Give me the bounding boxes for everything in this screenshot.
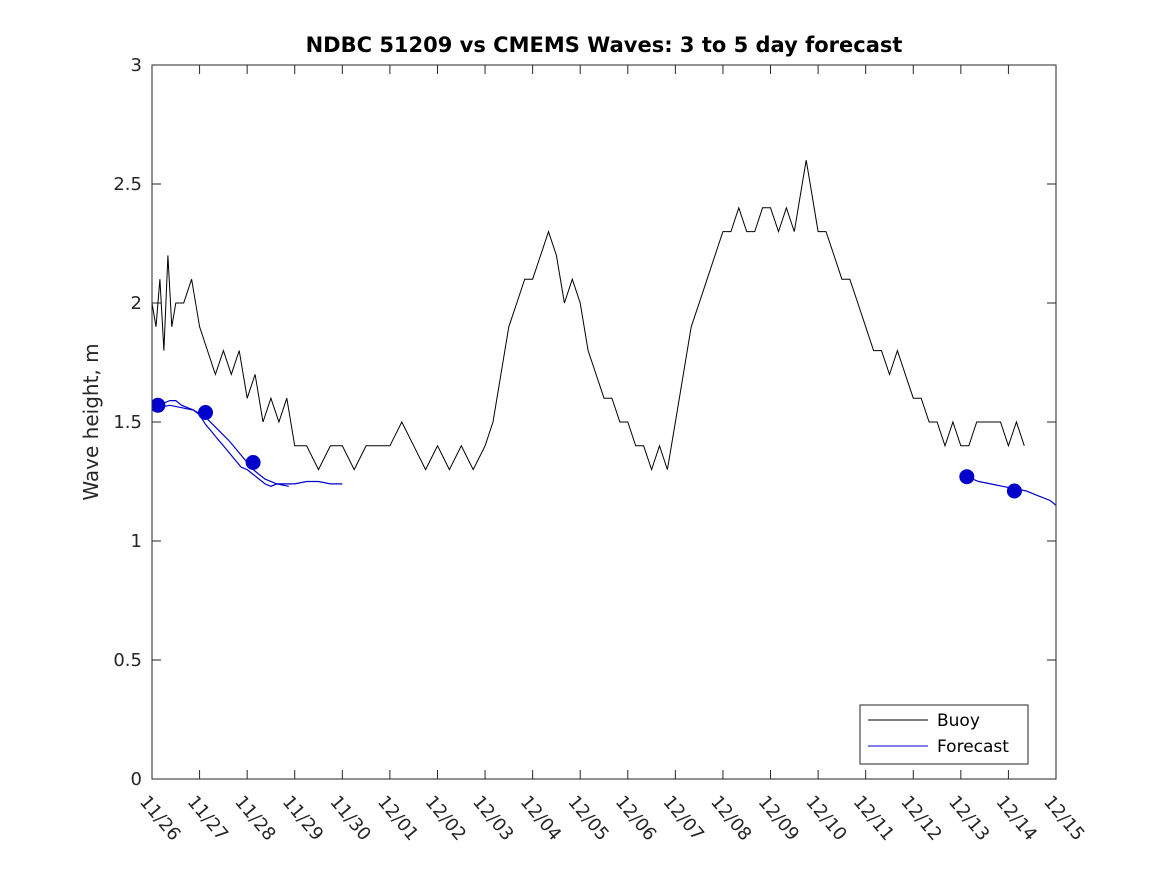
forecast-marker bbox=[1006, 483, 1022, 499]
x-tick-label: 12/10 bbox=[801, 792, 850, 845]
y-tick-label: 1 bbox=[131, 531, 142, 552]
y-tick-label: 0 bbox=[131, 769, 142, 790]
x-tick-label: 12/09 bbox=[754, 792, 803, 845]
y-tick-label: 2.5 bbox=[113, 174, 142, 195]
legend-label-forecast: Forecast bbox=[937, 737, 1009, 757]
y-tick-label: 2 bbox=[131, 293, 142, 314]
x-tick-label: 12/03 bbox=[468, 792, 517, 845]
series-line-forecast-2 bbox=[157, 404, 289, 487]
x-tick-label: 12/05 bbox=[563, 792, 612, 845]
x-tick-label: 12/04 bbox=[516, 792, 565, 845]
x-tick-label: 11/29 bbox=[278, 792, 327, 845]
series-layer bbox=[152, 160, 1056, 506]
legend: Buoy Forecast bbox=[859, 704, 1029, 765]
x-tick-label: 12/08 bbox=[706, 792, 755, 845]
x-tick-label: 12/01 bbox=[373, 792, 422, 845]
x-tick-label: 12/15 bbox=[1039, 792, 1088, 845]
forecast-marker bbox=[198, 405, 213, 420]
x-tick-label: 12/11 bbox=[849, 792, 898, 845]
x-tick-label: 11/28 bbox=[230, 792, 279, 845]
forecast-marker bbox=[245, 455, 261, 470]
x-tick-label: 11/27 bbox=[183, 792, 232, 845]
x-tick-label: 11/26 bbox=[135, 792, 184, 845]
forecast-marker bbox=[959, 469, 975, 485]
x-tick-label: 12/07 bbox=[659, 792, 708, 845]
plot-area-frame bbox=[151, 64, 1057, 780]
y-axis-label: Wave height, m bbox=[79, 343, 103, 500]
x-tick-label: 12/13 bbox=[944, 792, 993, 845]
forecast-marker bbox=[152, 397, 166, 413]
x-tick-label: 12/06 bbox=[611, 792, 660, 845]
x-tick-label: 11/30 bbox=[325, 792, 374, 845]
x-tick-label: 12/14 bbox=[992, 792, 1041, 845]
y-axis: 0 0.5 1 1.5 2 2.5 3 bbox=[113, 55, 1056, 790]
chart-title: NDBC 51209 vs CMEMS Waves: 3 to 5 day fo… bbox=[306, 33, 903, 57]
legend-label-buoy: Buoy bbox=[937, 711, 980, 731]
y-tick-label: 0.5 bbox=[113, 650, 142, 671]
y-tick-label: 3 bbox=[131, 55, 142, 76]
x-tick-label: 12/02 bbox=[421, 792, 470, 845]
x-tick-label: 12/12 bbox=[896, 792, 945, 845]
legend-box bbox=[859, 704, 1029, 765]
series-line-buoy bbox=[152, 160, 1025, 472]
y-tick-label: 1.5 bbox=[113, 412, 142, 433]
series-line-forecast-1 bbox=[157, 400, 343, 487]
